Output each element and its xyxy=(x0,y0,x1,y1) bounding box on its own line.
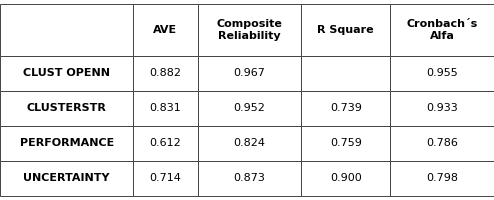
Bar xyxy=(133,161,198,196)
Bar xyxy=(133,56,198,91)
Text: 0.714: 0.714 xyxy=(150,173,181,183)
Bar xyxy=(390,56,494,91)
Text: Composite
Reliability: Composite Reliability xyxy=(216,19,283,41)
Bar xyxy=(0,56,133,91)
Bar xyxy=(198,4,301,56)
Text: AVE: AVE xyxy=(154,25,177,35)
Bar xyxy=(390,161,494,196)
Text: 0.798: 0.798 xyxy=(426,173,458,183)
Text: R Square: R Square xyxy=(318,25,374,35)
Text: 0.831: 0.831 xyxy=(150,103,181,113)
Bar xyxy=(0,4,133,56)
Bar xyxy=(198,126,301,161)
Text: 0.900: 0.900 xyxy=(330,173,362,183)
Bar xyxy=(133,4,198,56)
Text: 0.933: 0.933 xyxy=(426,103,458,113)
Bar xyxy=(0,161,133,196)
Text: 0.952: 0.952 xyxy=(234,103,265,113)
Bar xyxy=(133,91,198,126)
Text: Cronbach´s
Alfa: Cronbach´s Alfa xyxy=(407,19,478,41)
Bar xyxy=(198,161,301,196)
Bar xyxy=(390,4,494,56)
Bar xyxy=(198,91,301,126)
Text: CLUST OPENN: CLUST OPENN xyxy=(23,68,110,78)
Text: 0.955: 0.955 xyxy=(426,68,458,78)
Bar xyxy=(301,56,390,91)
Text: 0.759: 0.759 xyxy=(330,138,362,148)
Text: UNCERTAINTY: UNCERTAINTY xyxy=(23,173,110,183)
Bar xyxy=(0,126,133,161)
Bar xyxy=(301,126,390,161)
Text: 0.873: 0.873 xyxy=(234,173,265,183)
Text: 0.824: 0.824 xyxy=(234,138,265,148)
Text: 0.612: 0.612 xyxy=(150,138,181,148)
Text: PERFORMANCE: PERFORMANCE xyxy=(20,138,114,148)
Bar xyxy=(0,91,133,126)
Bar xyxy=(301,4,390,56)
Text: 0.882: 0.882 xyxy=(150,68,181,78)
Bar xyxy=(198,56,301,91)
Text: 0.786: 0.786 xyxy=(426,138,458,148)
Bar xyxy=(390,91,494,126)
Bar xyxy=(133,126,198,161)
Text: 0.967: 0.967 xyxy=(234,68,265,78)
Bar xyxy=(301,91,390,126)
Text: CLUSTERSTR: CLUSTERSTR xyxy=(27,103,107,113)
Bar xyxy=(390,126,494,161)
Bar xyxy=(301,161,390,196)
Text: 0.739: 0.739 xyxy=(330,103,362,113)
